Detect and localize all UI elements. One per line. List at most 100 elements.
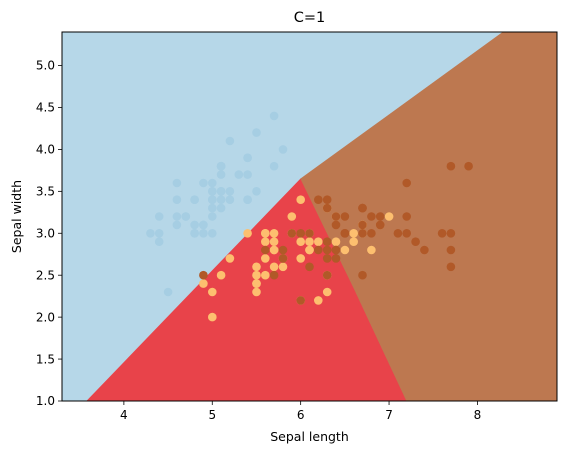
- point-versicolor-25: [349, 229, 359, 238]
- point-setosa-38: [154, 229, 164, 238]
- point-versicolor-10: [208, 312, 217, 322]
- point-virginica-23: [322, 254, 332, 263]
- point-versicolor-40: [252, 262, 261, 272]
- point-versicolor-19: [261, 270, 270, 280]
- point-virginica-20: [375, 212, 385, 221]
- point-versicolor-4: [340, 245, 350, 255]
- point-virginica-25: [402, 212, 412, 221]
- point-versicolor-23: [305, 245, 314, 255]
- point-setosa-4: [208, 178, 217, 188]
- y-tick-label-6: 4.0: [36, 143, 55, 157]
- point-versicolor-37: [322, 287, 332, 297]
- point-versicolor-9: [225, 254, 235, 263]
- point-setosa-10: [243, 170, 252, 179]
- point-setosa-29: [181, 212, 191, 221]
- x-axis-label: Sepal length: [270, 429, 349, 444]
- point-virginica-38: [296, 229, 306, 238]
- point-setosa-45: [190, 229, 199, 238]
- point-setosa-24: [190, 195, 199, 204]
- point-setosa-37: [199, 178, 208, 188]
- point-virginica-33: [322, 245, 332, 255]
- point-virginica-35: [446, 229, 456, 238]
- point-setosa-39: [216, 195, 226, 204]
- plot-frame: [61, 31, 558, 402]
- decision-regions: [62, 32, 557, 401]
- point-setosa-30: [190, 220, 199, 230]
- point-versicolor-3: [252, 287, 261, 297]
- point-virginica-26: [314, 245, 323, 255]
- point-virginica-19: [296, 296, 306, 305]
- point-virginica-12: [367, 229, 376, 238]
- point-versicolor-29: [269, 262, 279, 272]
- y-tick-label-4: 3.0: [36, 226, 55, 240]
- point-virginica-29: [402, 229, 412, 238]
- point-virginica-10: [340, 212, 350, 221]
- point-versicolor-13: [305, 237, 314, 246]
- point-virginica-31: [464, 161, 473, 171]
- point-versicolor-47: [314, 237, 323, 246]
- point-setosa-13: [146, 229, 155, 238]
- point-versicolor-44: [261, 254, 270, 263]
- point-versicolor-42: [278, 262, 288, 272]
- point-versicolor-26: [367, 245, 376, 255]
- point-virginica-47: [340, 229, 350, 238]
- point-virginica-0: [322, 203, 332, 213]
- point-virginica-27: [305, 229, 314, 238]
- point-virginica-42: [278, 254, 288, 263]
- point-setosa-8: [154, 237, 164, 246]
- point-virginica-49: [287, 229, 297, 238]
- y-tick-label-2: 2.0: [36, 310, 55, 324]
- scatter-points: [146, 111, 473, 322]
- point-versicolor-7: [199, 279, 208, 288]
- point-versicolor-45: [269, 229, 279, 238]
- point-virginica-5: [437, 229, 447, 238]
- point-setosa-25: [208, 229, 217, 238]
- x-tick-label-0: 4: [120, 408, 128, 422]
- x-tick-label-3: 7: [385, 408, 393, 422]
- point-virginica-22: [446, 245, 456, 255]
- region-virginica: [300, 32, 557, 401]
- point-setosa-6: [172, 195, 182, 204]
- region-setosa: [62, 32, 504, 401]
- point-virginica-43: [367, 212, 376, 221]
- y-tick-label-3: 2.5: [36, 268, 55, 282]
- point-versicolor-28: [296, 237, 306, 246]
- point-setosa-23: [216, 203, 226, 213]
- point-setosa-27: [225, 187, 235, 196]
- x-tick-label-4: 8: [474, 408, 482, 422]
- x-tick-label-2: 6: [297, 408, 305, 422]
- point-setosa-16: [243, 153, 252, 163]
- point-virginica-41: [375, 220, 385, 230]
- point-setosa-26: [208, 195, 217, 204]
- point-virginica-11: [331, 254, 341, 263]
- point-setosa-28: [225, 195, 235, 204]
- point-virginica-9: [402, 178, 412, 188]
- point-setosa-31: [243, 195, 252, 204]
- point-setosa-33: [252, 128, 261, 137]
- point-virginica-18: [446, 262, 456, 272]
- point-versicolor-48: [216, 270, 226, 280]
- point-virginica-45: [358, 229, 367, 238]
- point-virginica-36: [322, 195, 332, 204]
- point-setosa-1: [199, 229, 208, 238]
- point-virginica-2: [393, 229, 403, 238]
- point-virginica-14: [278, 245, 288, 255]
- point-virginica-3: [322, 237, 332, 246]
- point-setosa-21: [216, 170, 226, 179]
- point-setosa-36: [252, 187, 261, 196]
- y-tick-label-1: 1.5: [36, 352, 55, 366]
- point-virginica-6: [199, 270, 208, 280]
- point-virginica-30: [420, 245, 429, 255]
- point-versicolor-0: [384, 212, 394, 221]
- y-axis-label: Sepal width: [9, 180, 24, 253]
- point-versicolor-33: [296, 254, 306, 263]
- point-virginica-34: [305, 262, 314, 272]
- point-versicolor-43: [208, 287, 217, 297]
- point-virginica-32: [331, 245, 341, 255]
- point-versicolor-39: [252, 270, 261, 280]
- point-versicolor-18: [314, 296, 323, 305]
- point-setosa-47: [172, 212, 182, 221]
- point-virginica-7: [411, 237, 420, 246]
- point-versicolor-46: [269, 237, 279, 246]
